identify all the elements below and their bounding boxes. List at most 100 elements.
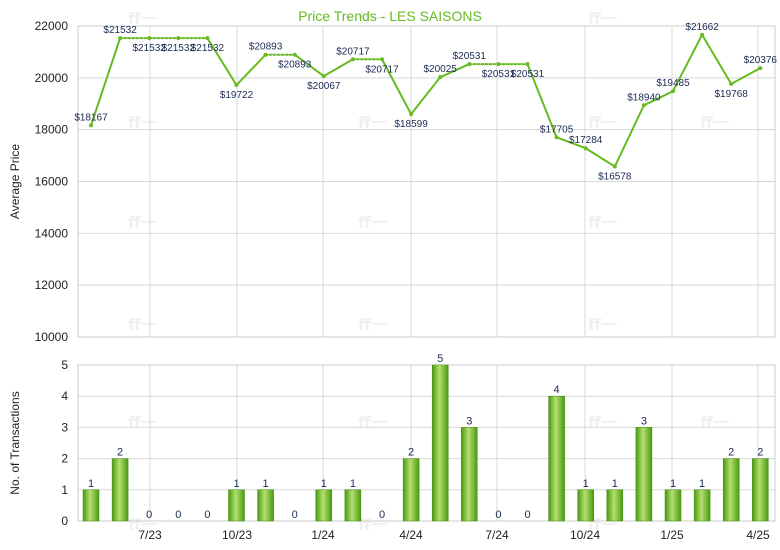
y-tick-label: 2 bbox=[61, 452, 68, 466]
price-point bbox=[438, 75, 443, 80]
price-point bbox=[350, 57, 355, 62]
watermark-text: ff一 bbox=[358, 113, 387, 132]
x-tick-label: 7/24 bbox=[485, 528, 509, 542]
x-tick-label: 10/24 bbox=[570, 528, 600, 542]
transaction-bar bbox=[402, 458, 420, 522]
price-data-label: $19722 bbox=[220, 90, 254, 101]
price-point bbox=[321, 74, 326, 79]
price-line-segment bbox=[410, 76, 442, 116]
y-tick-label: 5 bbox=[61, 358, 68, 372]
price-line-segment bbox=[584, 147, 616, 168]
price-data-label: $17284 bbox=[569, 135, 603, 146]
bar-data-label: 2 bbox=[117, 447, 123, 459]
price-line-segment bbox=[439, 63, 471, 79]
price-data-label: $21532 bbox=[133, 43, 167, 54]
price-data-label: $18599 bbox=[394, 119, 428, 130]
bar-data-label: 2 bbox=[757, 447, 763, 459]
price-data-label: $20025 bbox=[424, 64, 458, 75]
transaction-bar bbox=[577, 489, 594, 522]
y-axis-label: No. of Transactions bbox=[8, 391, 22, 494]
price-chart: 10000 12000 14000 16000 18000 20000 22000 Avera… bbox=[8, 19, 777, 344]
price-data-label: $21532 bbox=[191, 43, 225, 54]
transactions-chart: 0 1 2 3 4 5 No. of Transactions 1 2 0 0 0 1 1 0 1 1 0 2 5 3 0… bbox=[8, 353, 776, 542]
price-point bbox=[641, 103, 646, 108]
price-point bbox=[467, 62, 472, 67]
price-point bbox=[147, 36, 152, 41]
price-data-label: $18167 bbox=[74, 112, 108, 123]
watermark-text: ff一 bbox=[358, 315, 387, 334]
transaction-bar bbox=[82, 489, 100, 522]
y-tick-label: 0 bbox=[61, 514, 68, 528]
y-tick-label: 20000 bbox=[35, 71, 69, 85]
transaction-bar bbox=[722, 458, 740, 522]
transaction-bar bbox=[461, 427, 478, 522]
bar-data-label: 0 bbox=[204, 509, 210, 521]
price-line-segment bbox=[526, 63, 558, 139]
watermark-text: ff一 bbox=[588, 113, 617, 132]
bar-data-label: 1 bbox=[88, 478, 94, 490]
plot-frame bbox=[77, 25, 776, 338]
transaction-bar bbox=[548, 395, 565, 522]
bar-data-label: 2 bbox=[408, 447, 414, 459]
transaction-bar bbox=[257, 489, 274, 522]
price-point bbox=[729, 81, 734, 86]
price-line-segment bbox=[90, 37, 122, 127]
price-point bbox=[380, 57, 384, 62]
watermark-text: ff一 bbox=[358, 9, 387, 28]
y-tick-label: 3 bbox=[61, 420, 68, 434]
price-point bbox=[758, 66, 763, 71]
price-data-label: $16578 bbox=[598, 172, 632, 183]
watermark-text: ff一 bbox=[128, 113, 157, 132]
price-line-segment bbox=[293, 53, 325, 78]
bar-data-label: 0 bbox=[292, 509, 298, 521]
price-point bbox=[496, 62, 501, 67]
bar-data-label: 3 bbox=[466, 415, 472, 427]
bar-data-label: 1 bbox=[350, 478, 356, 490]
price-line-segment bbox=[235, 53, 267, 87]
price-line-segment bbox=[672, 33, 704, 93]
price-point bbox=[409, 112, 414, 117]
price-data-label: $21532 bbox=[103, 25, 137, 36]
price-point bbox=[700, 32, 705, 37]
price-data-label: $17705 bbox=[540, 124, 574, 135]
y-tick-label: 1 bbox=[61, 483, 68, 497]
price-point bbox=[292, 52, 297, 57]
x-tick-label: 10/23 bbox=[222, 528, 252, 542]
transaction-bar bbox=[635, 427, 653, 522]
price-line-segment bbox=[613, 104, 645, 168]
price-point bbox=[583, 146, 588, 151]
x-tick-label: 1/24 bbox=[311, 528, 335, 542]
price-data-label: $20376 bbox=[744, 55, 778, 66]
x-tick-label: 4/24 bbox=[399, 528, 423, 542]
bar-data-label: 0 bbox=[175, 509, 181, 521]
watermark-text: ff一 bbox=[588, 9, 617, 28]
watermark-text: ff一 bbox=[588, 315, 617, 334]
transaction-bar bbox=[228, 489, 245, 522]
bar-data-label: 0 bbox=[379, 509, 385, 521]
price-data-label: $19485 bbox=[656, 78, 690, 89]
price-point bbox=[525, 62, 530, 67]
y-tick-label: 22000 bbox=[35, 19, 69, 33]
bar-data-label: 1 bbox=[321, 478, 327, 490]
price-data-label: $20893 bbox=[278, 60, 312, 71]
transaction-bar bbox=[431, 364, 449, 522]
price-data-label: $20531 bbox=[511, 69, 545, 80]
bar-data-label: 1 bbox=[583, 478, 589, 490]
price-point bbox=[118, 36, 123, 41]
price-point bbox=[554, 135, 559, 140]
price-line-segment bbox=[322, 58, 354, 78]
price-point bbox=[89, 123, 93, 128]
bar-data-label: 3 bbox=[641, 415, 647, 427]
price-line-segment bbox=[701, 33, 733, 85]
watermark-text: ff一 bbox=[358, 413, 387, 432]
watermark-text: ff一 bbox=[700, 413, 729, 432]
watermark-text: ff一 bbox=[588, 213, 617, 232]
bar-data-label: 0 bbox=[146, 509, 152, 521]
price-data-label: $19768 bbox=[715, 89, 749, 100]
price-line-segment bbox=[555, 136, 587, 150]
bar-data-label: 1 bbox=[263, 478, 269, 490]
price-point bbox=[671, 89, 675, 94]
price-data-label: $20717 bbox=[365, 64, 399, 75]
watermark-text: ff一 bbox=[700, 113, 729, 132]
bar-data-label: 4 bbox=[554, 384, 560, 396]
